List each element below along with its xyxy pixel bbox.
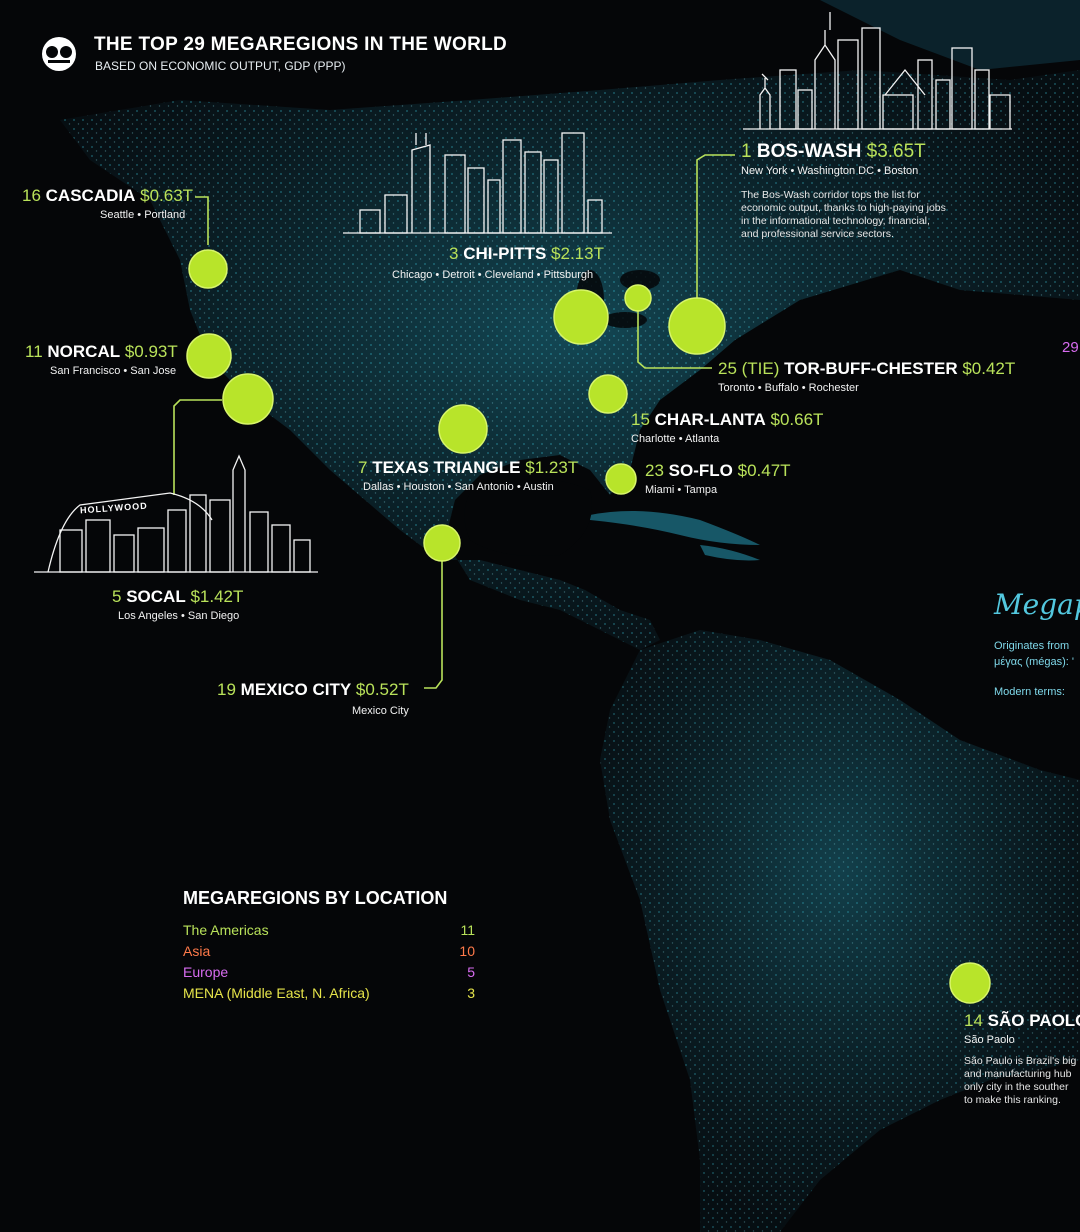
legend-title: MEGAREGIONS BY LOCATION bbox=[183, 888, 448, 908]
label-saopaolo: 14 SÃO PAOLO São Paolo bbox=[964, 1011, 1080, 1046]
label-texas: 7 TEXAS TRIANGLE $1.23T Dallas • Houston… bbox=[358, 458, 579, 493]
definition-modern: Modern terms: bbox=[994, 686, 1065, 698]
description-boswash: The Bos-Wash corridor tops the list for … bbox=[741, 189, 946, 240]
cities-chipitts: Chicago • Detroit • Cleveland • Pittsbur… bbox=[392, 269, 594, 281]
bubble-norcal bbox=[186, 333, 232, 379]
bubble-torbuff bbox=[624, 284, 652, 312]
brand-logo bbox=[34, 36, 84, 77]
legend-row-europe: Europe 5 bbox=[183, 964, 475, 980]
definition-origin: Originates from bbox=[994, 640, 1070, 652]
label-soflo: 23 SO-FLO $0.47T Miami • Tampa bbox=[645, 461, 791, 496]
label-cascadia: 16 CASCADIA $0.63T bbox=[22, 186, 194, 205]
definition-title: Megap bbox=[994, 588, 1080, 621]
label-mexico: 19 MEXICO CITY $0.52T bbox=[217, 680, 409, 699]
bubble-socal bbox=[222, 373, 274, 425]
label-socal: 5 SOCAL $1.42T Los Angeles • San Diego bbox=[112, 587, 244, 622]
bubble-boswash bbox=[668, 297, 726, 355]
cities-cascadia: Seattle • Portland bbox=[100, 209, 186, 221]
legend-row-americas: The Americas 11 bbox=[183, 922, 475, 938]
bubble-soflo bbox=[605, 463, 637, 495]
cities-mexico: Mexico City bbox=[352, 705, 409, 717]
legend-row-asia: Asia 10 bbox=[183, 943, 475, 959]
bubble-cascadia bbox=[188, 249, 228, 289]
legend-row-mena: MENA (Middle East, N. Africa) 3 bbox=[183, 985, 475, 1001]
cuba-island bbox=[590, 511, 760, 545]
definition-greek: μέγας (mégas): ' bbox=[994, 656, 1075, 668]
bubble-chipitts bbox=[553, 289, 609, 345]
bubble-saopaolo bbox=[949, 962, 991, 1004]
losangeles-skyline-illustration bbox=[34, 454, 318, 573]
label-norcal: 11 NORCAL $0.93T San Francisco • San Jos… bbox=[25, 342, 178, 377]
chicago-skyline-illustration bbox=[343, 132, 612, 234]
description-saopaolo: São Paulo is Brazil's big and manufactur… bbox=[964, 1055, 1077, 1106]
region-bubbles bbox=[186, 249, 991, 1004]
bubble-texas bbox=[438, 404, 488, 454]
leader-lines bbox=[173, 154, 735, 689]
label-boswash: 1 BOS-WASH $3.65T New York • Washington … bbox=[741, 141, 926, 178]
label-charlanta: 15 CHAR-LANTA $0.66T Charlotte • Atlanta bbox=[631, 410, 824, 445]
offscreen-rank-29: 29 bbox=[1062, 339, 1079, 356]
newyork-skyline-illustration bbox=[743, 12, 1012, 130]
bubble-charlanta bbox=[588, 374, 628, 414]
page-subtitle: BASED ON ECONOMIC OUTPUT, GDP (PPP) bbox=[95, 59, 346, 73]
label-chipitts: 3 CHI-PITTS $2.13T bbox=[449, 244, 604, 263]
label-torbuff: 25 (TIE) TOR-BUFF-CHESTER $0.42T Toronto… bbox=[718, 359, 1016, 394]
page-title: THE TOP 29 MEGAREGIONS IN THE WORLD bbox=[94, 34, 508, 55]
bubble-mexico bbox=[423, 524, 461, 562]
